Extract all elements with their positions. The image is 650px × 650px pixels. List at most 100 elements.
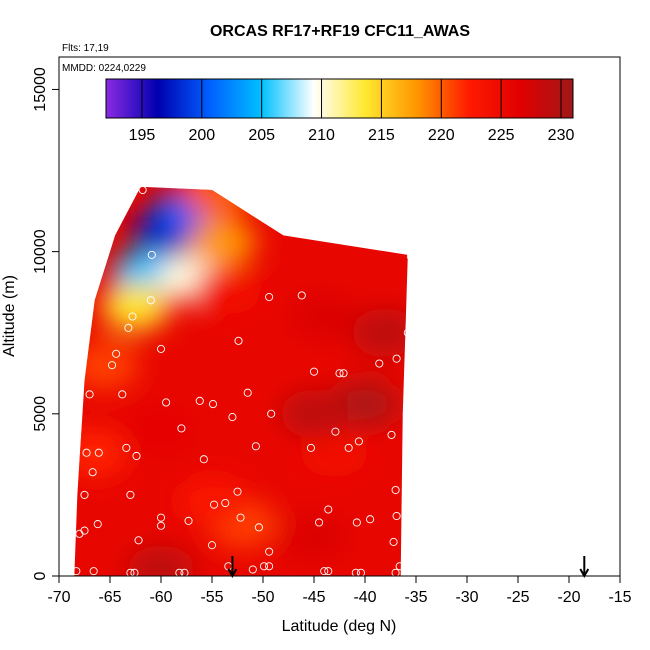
mmdd-annotation: MMDD: 0224,0229	[62, 63, 146, 74]
sample-point	[406, 252, 415, 261]
sample-point	[352, 518, 361, 527]
sample-point	[351, 568, 360, 576]
sample-point	[354, 437, 363, 446]
sample-point	[209, 500, 219, 509]
sample-point	[366, 515, 375, 524]
sample-point	[88, 468, 97, 477]
colorbar-tick-label: 210	[308, 127, 335, 144]
sample-point	[126, 490, 135, 499]
sample-point	[233, 487, 242, 496]
sample-point	[138, 185, 147, 195]
x-tick-label: -20	[557, 589, 580, 606]
flight-arrows	[227, 556, 590, 579]
sample-point	[243, 388, 252, 397]
sample-point	[207, 541, 217, 550]
sample-point	[72, 567, 81, 576]
sample-point	[118, 390, 127, 399]
sample-point	[248, 565, 257, 574]
sample-point	[391, 568, 400, 576]
plot-frame	[58, 56, 621, 577]
y-axis: 0 5000 10000 15000	[32, 67, 59, 580]
sample-point	[236, 513, 245, 522]
sample-point	[147, 250, 156, 259]
x-tick-label: -25	[506, 589, 529, 606]
sample-point	[208, 400, 218, 409]
heatmap-cell	[101, 282, 170, 331]
sample-point	[134, 536, 143, 545]
sample-point	[259, 562, 269, 571]
sample-point	[395, 562, 404, 571]
sample-point	[265, 292, 274, 302]
heatmap-cell	[280, 389, 348, 438]
sample-point	[107, 361, 117, 370]
sample-point	[156, 513, 166, 522]
sample-point	[265, 562, 274, 571]
sample-point	[254, 523, 263, 532]
sample-point	[146, 296, 155, 305]
sample-point	[251, 442, 260, 451]
heatmap-cell	[300, 428, 369, 477]
sample-point	[122, 443, 131, 452]
sample-point	[130, 568, 139, 576]
sample-point	[175, 568, 184, 576]
x-tick-label: -70	[47, 589, 70, 606]
x-axis: -70 -65 -60 -55 -50 -45 -40 -35 -30 -25 -20 -15	[47, 576, 632, 606]
sample-point	[228, 413, 237, 422]
sample-point	[177, 424, 186, 433]
sample-point	[298, 216, 307, 225]
sample-point	[128, 312, 137, 321]
sample-point	[112, 349, 121, 358]
colorbar-tick-label: 220	[428, 127, 455, 144]
sample-point	[320, 567, 329, 576]
colorbar-ramp	[105, 78, 574, 119]
sample-point	[324, 505, 333, 514]
sample-point	[297, 291, 306, 300]
y-tick-label: 10000	[32, 229, 49, 274]
x-tick-label: -15	[608, 589, 631, 606]
flight-arrow	[227, 556, 238, 579]
heatmap-cell	[351, 308, 408, 357]
colorbar-tick-label: 200	[188, 127, 215, 144]
y-axis-label: Altitude (m)	[1, 275, 18, 357]
sample-point	[392, 354, 401, 363]
heatmap-cell	[193, 266, 262, 315]
sample-point	[392, 511, 401, 521]
sample-point	[356, 568, 365, 576]
heatmap-cell	[183, 186, 252, 218]
sample-point	[306, 443, 315, 452]
sample-point	[267, 409, 276, 418]
sample-point	[344, 443, 353, 452]
sample-point	[89, 567, 98, 576]
sample-point	[391, 485, 400, 495]
sample-point	[335, 369, 344, 378]
heatmap-cell	[331, 380, 399, 429]
sample-point	[82, 448, 91, 457]
sample-point	[402, 409, 411, 418]
x-tick-label: -55	[200, 589, 223, 606]
x-axis-label: Latitude (deg N)	[282, 618, 397, 635]
colorbar-tick-label: 225	[488, 127, 515, 144]
sample-point	[403, 328, 412, 337]
y-tick-label: 0	[32, 571, 49, 580]
sample-point	[124, 323, 133, 332]
heatmap-cell	[188, 217, 257, 266]
sample-point	[387, 430, 396, 439]
x-tick-label: -60	[149, 589, 172, 606]
x-tick-label: -30	[455, 589, 478, 606]
sample-point	[94, 448, 103, 457]
sample-point	[375, 359, 384, 368]
sample-point	[324, 567, 333, 576]
sample-point	[80, 490, 89, 499]
colorbar-tick-label: 215	[368, 127, 395, 144]
sample-point	[162, 398, 171, 407]
heatmap-cell	[127, 545, 195, 576]
sample-point	[309, 367, 319, 376]
sample-point	[339, 369, 348, 378]
x-tick-label: -50	[251, 589, 274, 606]
sample-point	[195, 396, 204, 405]
heatmap-field	[74, 186, 408, 576]
sample-point	[265, 547, 274, 556]
heatmap-cell	[280, 513, 348, 562]
sample-point	[126, 568, 135, 576]
